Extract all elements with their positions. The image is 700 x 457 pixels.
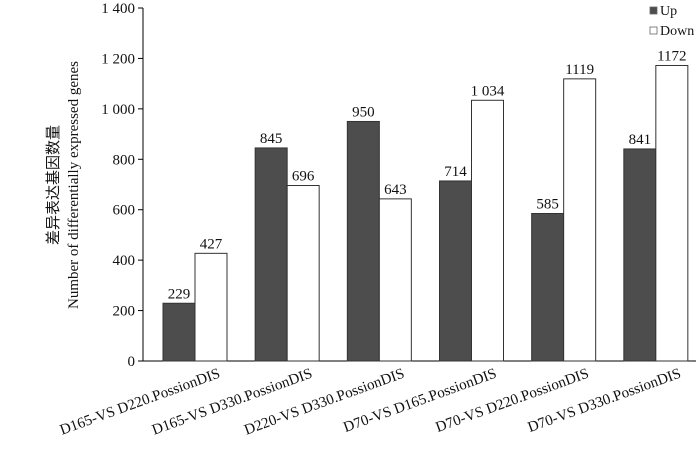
data-label-up-5: 841	[629, 132, 652, 148]
bar-up-4	[531, 212, 565, 362]
data-label-down-3: 1 034	[471, 83, 505, 99]
bar-up-5	[623, 148, 657, 362]
bar-down-5	[655, 64, 689, 362]
legend: Up Down	[649, 4, 694, 39]
data-label-up-0: 229	[168, 286, 191, 302]
y-tick-label: 1 000	[101, 102, 135, 118]
y-tick-label: 400	[113, 253, 136, 269]
data-label-down-2: 643	[384, 182, 407, 198]
x-category-label-0: D165-VS D220.PossionDIS	[58, 366, 222, 439]
bar-up-2	[346, 120, 380, 362]
data-label-down-1: 696	[292, 169, 315, 185]
bar-up-3	[439, 180, 472, 362]
data-label-up-2: 950	[352, 104, 375, 120]
bar-down-2	[378, 198, 412, 362]
y-tick-label: 600	[113, 203, 136, 219]
data-label-up-1: 845	[260, 131, 283, 147]
x-category-label-5: D70-VS D330.PossionDIS	[526, 366, 683, 436]
data-label-up-3: 714	[444, 164, 467, 180]
legend-swatch-up	[649, 6, 658, 15]
bar-up-1	[254, 147, 288, 362]
x-category-label-3: D70-VS D165.PossionDIS	[341, 366, 498, 436]
bar-down-1	[286, 185, 320, 362]
data-label-down-0: 427	[200, 236, 223, 252]
bar-up-0	[162, 302, 196, 362]
data-label-down-5: 1172	[657, 48, 686, 64]
y-tick-label: 1 400	[101, 1, 135, 17]
y-axis-title: 差异表达基因数量 Number of differentially expres…	[45, 61, 82, 309]
legend-label-down: Down	[660, 24, 694, 39]
bar-down-0	[194, 252, 228, 362]
x-category-label-1: D165-VS D330.PossionDIS	[150, 366, 314, 439]
legend-swatch-down	[649, 26, 658, 35]
axes	[142, 8, 696, 362]
y-axis-ticks: 0 200 400 600 800 1 000 1 200 1 400	[101, 1, 143, 370]
y-tick-label: 0	[128, 354, 136, 370]
bars	[162, 64, 689, 362]
data-label-down-4: 1119	[565, 62, 594, 78]
x-category-label-2: D220-VS D330.PossionDIS	[242, 366, 406, 439]
bar-down-4	[563, 78, 597, 362]
y-tick-label: 1 200	[101, 51, 135, 67]
x-category-label-4: D70-VS D220.PossionDIS	[434, 366, 591, 436]
y-tick-label: 800	[113, 152, 136, 168]
y-axis-label-cn: 差异表达基因数量	[45, 125, 62, 245]
legend-label-up: Up	[660, 4, 677, 19]
y-axis-label-en: Number of differentially expressed genes	[66, 61, 82, 309]
data-labels: 229 427 845 696 950 643 714 1 034 585 1119 841 1172	[168, 48, 687, 302]
y-tick-label: 200	[113, 304, 136, 320]
data-label-up-4: 585	[536, 196, 559, 212]
bar-down-3	[471, 99, 504, 362]
